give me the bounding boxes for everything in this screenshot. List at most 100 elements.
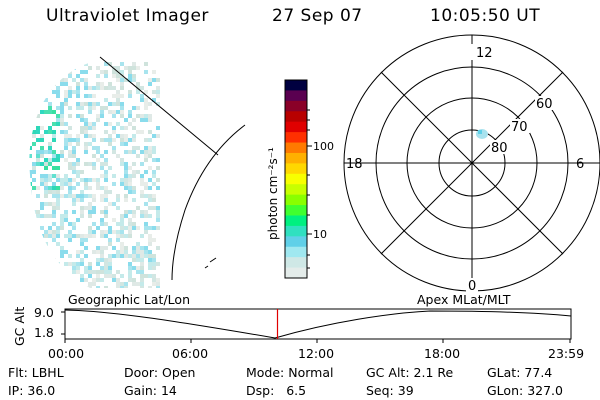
uv-pixel <box>76 174 80 178</box>
uv-pixel <box>152 158 156 162</box>
uv-pixel <box>108 258 112 262</box>
uv-pixel <box>104 86 108 90</box>
status-seq: Seq: 39 <box>366 383 414 398</box>
uv-pixel <box>128 66 132 70</box>
uv-pixel <box>100 250 104 254</box>
uv-pixel <box>68 178 72 182</box>
uv-pixel <box>48 270 52 274</box>
uv-pixel <box>68 254 72 258</box>
uv-pixel <box>140 258 144 262</box>
uv-pixel <box>52 82 56 86</box>
uv-pixel <box>112 230 116 234</box>
uv-pixel <box>52 134 56 138</box>
uv-pixel <box>36 70 40 74</box>
uv-pixel <box>144 138 148 142</box>
uv-pixel <box>80 258 84 262</box>
uv-image-panel <box>29 56 246 288</box>
colorbar-unit-label: photon cm⁻²s⁻¹ <box>266 147 280 240</box>
uv-pixel <box>52 182 56 186</box>
uv-pixel <box>84 126 88 130</box>
uv-pixel <box>104 190 108 194</box>
uv-pixel <box>84 70 88 74</box>
uv-pixel <box>140 246 144 250</box>
uv-pixel <box>92 154 96 158</box>
uv-pixel <box>88 270 92 274</box>
uv-pixel <box>156 246 160 250</box>
uv-pixel <box>124 246 128 250</box>
uv-pixel <box>128 262 132 266</box>
uv-pixel <box>52 286 56 288</box>
uv-pixel <box>128 78 132 82</box>
uv-pixel <box>60 82 64 86</box>
uv-pixel <box>76 102 80 106</box>
altitude-frame <box>64 308 572 340</box>
uv-pixel <box>100 246 104 250</box>
uv-pixel <box>96 146 100 150</box>
uv-pixel <box>76 138 80 142</box>
uv-pixel <box>32 130 36 134</box>
uv-pixel <box>136 258 140 262</box>
xtick-label: 12:00 <box>298 346 334 361</box>
uv-pixel <box>96 74 100 78</box>
uv-pixel <box>132 210 136 214</box>
uv-pixel <box>32 162 36 166</box>
uv-pixel <box>92 138 96 142</box>
uv-pixel <box>140 130 144 134</box>
uv-pixel <box>64 210 68 214</box>
uv-pixel <box>96 258 100 262</box>
uv-pixel <box>116 194 120 198</box>
uv-pixel <box>29 234 32 238</box>
uv-pixel <box>128 254 132 258</box>
uv-pixel <box>140 98 144 102</box>
uv-pixel <box>36 234 40 238</box>
uv-pixel <box>40 162 44 166</box>
uv-pixel <box>29 250 32 254</box>
uv-pixel <box>29 194 32 198</box>
uv-pixel <box>80 198 84 202</box>
uv-pixel <box>92 178 96 182</box>
uv-pixel <box>56 70 60 74</box>
polar-ring-label: 60 <box>536 97 553 112</box>
uv-pixel <box>84 130 88 134</box>
uv-pixel <box>40 86 44 90</box>
uv-pixel <box>96 286 100 288</box>
uv-pixel <box>84 182 88 186</box>
uv-pixel <box>36 262 40 266</box>
uv-pixel <box>124 134 128 138</box>
colorbar-cell <box>285 132 307 144</box>
uv-pixel <box>84 162 88 166</box>
colorbar: 100 10 photon cm⁻²s⁻¹ <box>266 79 334 279</box>
uv-pixel <box>76 90 80 94</box>
uv-pixel <box>104 150 108 154</box>
uv-pixel <box>56 122 60 126</box>
uv-pixel <box>88 206 92 210</box>
uv-pixel <box>40 154 44 158</box>
uv-pixel <box>60 222 64 226</box>
uv-pixel <box>100 166 104 170</box>
uv-pixel <box>76 262 80 266</box>
uv-pixel <box>52 158 56 162</box>
uv-pixel <box>128 110 132 114</box>
uv-pixel <box>104 262 108 266</box>
uv-pixel <box>128 218 132 222</box>
uv-pixel <box>88 234 92 238</box>
uv-pixel <box>100 186 104 190</box>
uv-pixel <box>128 138 132 142</box>
uv-pixel <box>156 126 160 130</box>
uv-pixel <box>29 74 32 78</box>
uv-pixel <box>32 86 36 90</box>
uv-pixel <box>84 270 88 274</box>
uv-pixel <box>112 74 116 78</box>
uv-pixel <box>132 138 136 142</box>
uv-pixel <box>120 114 124 118</box>
uv-pixel <box>40 282 44 286</box>
uv-pixel <box>76 194 80 198</box>
uv-pixel <box>60 214 64 218</box>
uv-pixel <box>48 286 52 288</box>
status-glat: GLat: 77.4 <box>487 365 553 380</box>
uv-pixel <box>29 270 32 274</box>
uv-pixel <box>60 250 64 254</box>
uv-pixel <box>136 226 140 230</box>
uv-pixel <box>88 162 92 166</box>
uv-pixel <box>128 70 132 74</box>
